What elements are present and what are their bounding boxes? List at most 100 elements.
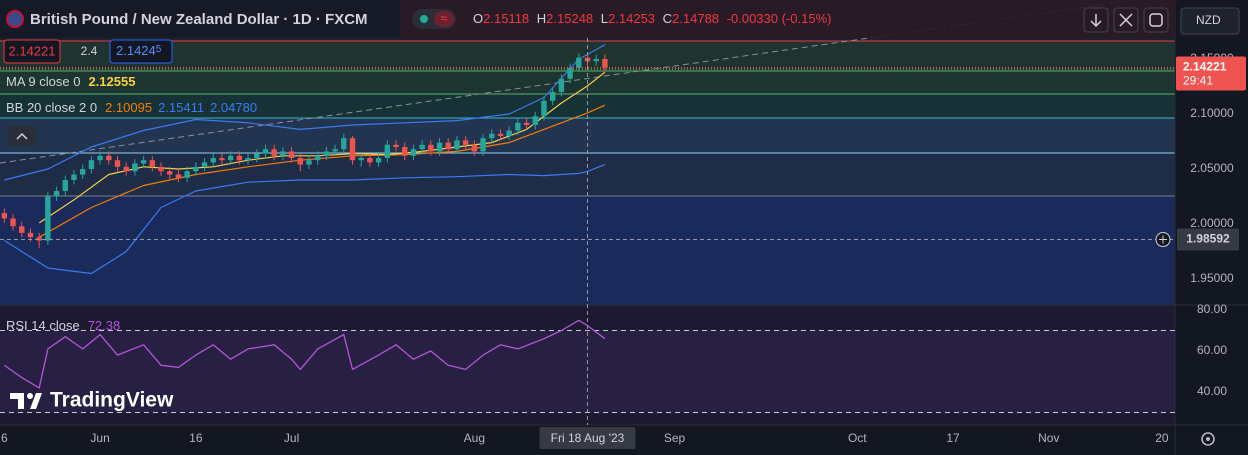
buy-price: 2.14245 xyxy=(116,43,162,58)
candle-body xyxy=(219,158,225,161)
candle-body xyxy=(1,213,8,219)
y-tick-label: 1.95000 xyxy=(1190,271,1234,285)
candle-body xyxy=(393,144,399,147)
candle-body xyxy=(367,158,373,163)
scroll-button[interactable] xyxy=(1083,7,1109,33)
candle-body xyxy=(262,149,269,154)
rsi-legend[interactable]: RSI 14 close 72.38 xyxy=(6,318,120,333)
ma-name: MA 9 close 0 xyxy=(6,74,80,89)
candle-body xyxy=(497,133,504,136)
candle-body xyxy=(306,160,312,165)
candle-body xyxy=(184,171,190,178)
candle-body xyxy=(123,166,129,172)
candle-body xyxy=(576,57,582,68)
candle-body xyxy=(332,149,338,152)
rsi-band xyxy=(0,330,1175,413)
candle-body xyxy=(541,100,547,117)
candle-body xyxy=(62,180,68,192)
down-icon xyxy=(1090,14,1102,28)
currency: NZD xyxy=(1196,13,1221,27)
candle-body xyxy=(480,138,486,152)
bb-lower xyxy=(4,164,606,275)
change: -0.00330 (-0.15%) xyxy=(727,11,832,26)
candle-body xyxy=(10,218,16,227)
candle-body xyxy=(515,122,521,131)
ma-legend[interactable]: MA 9 close 0 2.12555 xyxy=(6,74,135,89)
candle-body xyxy=(532,116,538,125)
x-tick-label: Aug xyxy=(464,431,485,445)
last-price-box xyxy=(1176,56,1246,91)
candle-body xyxy=(471,144,478,152)
candle-body xyxy=(236,155,243,161)
sell-button[interactable] xyxy=(3,39,61,64)
candle-body xyxy=(175,174,182,178)
candle-body xyxy=(549,91,556,101)
candle-body xyxy=(132,163,138,172)
candle-body xyxy=(445,142,451,150)
symbol-logo[interactable] xyxy=(6,10,24,28)
c-label: C xyxy=(663,11,672,26)
x-tick-label: 17 xyxy=(946,431,960,445)
settings-button[interactable] xyxy=(1201,432,1215,446)
crosshair-x-label: Fri 18 Aug '23 xyxy=(551,431,625,445)
x-tick-label: Nov xyxy=(1038,431,1059,445)
collapse-icon xyxy=(1119,13,1133,27)
bb-lower-value: 2.04780 xyxy=(210,100,257,115)
candle-body xyxy=(45,196,51,241)
x-tick-label: 20 xyxy=(1155,431,1169,445)
candle-body xyxy=(280,151,286,156)
candle-body xyxy=(79,169,86,175)
candle-body xyxy=(271,149,277,156)
candle-body xyxy=(341,138,347,150)
candle-body xyxy=(314,155,321,161)
rsi-line xyxy=(4,319,606,389)
bb-basis-value: 2.10095 xyxy=(105,100,152,115)
candle-body xyxy=(349,138,356,161)
candle-body xyxy=(88,160,95,170)
crosshair-y-box xyxy=(1177,228,1239,251)
ma-value: 2.12555 xyxy=(88,74,135,89)
collapse-button[interactable] xyxy=(1113,7,1139,33)
candle-body xyxy=(506,130,512,136)
candle-body xyxy=(114,160,121,167)
candle-body xyxy=(97,155,103,161)
candle-body xyxy=(149,160,156,167)
candle-body xyxy=(36,237,42,241)
status-dot xyxy=(420,15,428,23)
o-label: O xyxy=(473,11,483,26)
crosshair-x-box xyxy=(539,427,636,449)
candle-body xyxy=(297,158,303,165)
currency-button[interactable] xyxy=(1180,7,1240,35)
candle-body xyxy=(158,166,164,172)
buy-main: 2.1424 xyxy=(116,43,156,58)
y-tick-label: 40.00 xyxy=(1197,384,1227,398)
candle-body xyxy=(454,140,460,150)
x-tick-label: Jul xyxy=(284,431,299,445)
axis-labels: 6 Jun 16 Jul Aug Sep Oct 17 Nov 20 1.95000 2.00000 2… xyxy=(1,51,1246,449)
x-tick-label: Jun xyxy=(90,431,109,445)
legend-collapse[interactable] xyxy=(8,126,36,146)
candle-body xyxy=(375,158,382,163)
buy-button[interactable] xyxy=(109,39,173,64)
x-tick-label: 16 xyxy=(189,431,203,445)
o-value: 2.15118 xyxy=(483,11,529,26)
candle-body xyxy=(593,58,599,62)
bb-legend[interactable]: BB 20 close 2 0 2.10095 2.15411 2.04780 xyxy=(6,100,257,115)
watermark-logo xyxy=(10,393,42,409)
countdown: 29:41 xyxy=(1183,74,1213,88)
fullscreen-button[interactable] xyxy=(1143,7,1169,33)
watermark: TradingView xyxy=(50,389,174,412)
buy-pip: 5 xyxy=(156,44,162,55)
candle-body xyxy=(602,58,608,68)
symbol-title[interactable]: British Pound / New Zealand Dollar · 1D … xyxy=(30,11,368,28)
candle-body xyxy=(210,158,216,163)
candle-body xyxy=(358,158,364,161)
candle-body xyxy=(419,144,425,150)
l-label: L xyxy=(601,11,608,26)
candle-body xyxy=(436,142,443,152)
candle-body xyxy=(402,146,408,156)
bb-upper-value: 2.15411 xyxy=(158,100,204,115)
candle-body xyxy=(167,171,173,175)
y-tick-label: 2.10000 xyxy=(1190,106,1234,120)
